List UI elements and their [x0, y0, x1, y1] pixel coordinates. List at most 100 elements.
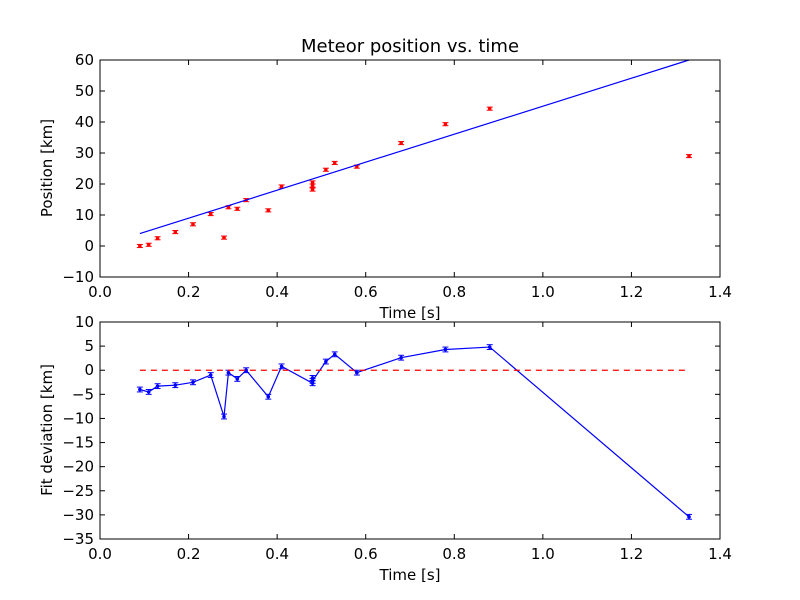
axes-frame: [99, 321, 721, 540]
point-marker: [310, 183, 315, 188]
x-tick-label: 0.2: [177, 545, 201, 563]
point-marker: [146, 390, 151, 394]
data-point: [322, 358, 329, 365]
data-point: [145, 242, 152, 247]
data-point: [145, 389, 152, 395]
y-tick-label: −25: [62, 482, 94, 500]
point-marker: [266, 394, 271, 399]
data-point: [442, 346, 449, 353]
data-point: [190, 379, 196, 386]
y-tick-label: 0: [84, 237, 94, 255]
data-point: [154, 236, 161, 241]
point-marker: [208, 373, 213, 377]
point-marker: [487, 106, 492, 111]
point-marker: [244, 368, 248, 373]
point-marker: [279, 364, 284, 369]
point-marker: [399, 141, 403, 145]
point-marker: [173, 383, 178, 387]
data-point: [221, 235, 227, 240]
point-marker: [443, 122, 448, 126]
y-tick-label: 5: [84, 337, 94, 355]
data-point: [322, 167, 329, 172]
point-marker: [279, 184, 284, 189]
deviation-chart: Time [s] Fit deviation [km] 0.0 0.2 0.4 0.6…: [38, 313, 732, 584]
y-axis-label: Fit deviation [km]: [38, 364, 56, 496]
point-marker: [222, 414, 226, 419]
data-point: [221, 413, 227, 420]
chart-title: Meteor position vs. time: [301, 36, 519, 57]
point-marker: [487, 345, 492, 349]
x-tick-label: 1.0: [531, 283, 555, 301]
y-tick-label: −10: [62, 409, 94, 427]
data-point: [309, 180, 316, 185]
y-tick-label: 0: [84, 361, 94, 379]
point-marker: [332, 161, 337, 165]
data-point: [243, 367, 250, 374]
data-point: [331, 351, 338, 358]
point-marker: [332, 352, 337, 357]
x-tick-label: 0.4: [265, 283, 289, 301]
point-marker: [191, 380, 195, 385]
y-tick-label: 40: [75, 113, 94, 131]
point-marker: [310, 180, 315, 185]
x-tick-label: 0.2: [177, 283, 201, 301]
data-point: [398, 354, 405, 361]
y-tick-label: 10: [75, 313, 94, 331]
x-axis-label: Time [s]: [379, 566, 441, 584]
y-tick-label: 50: [75, 82, 94, 100]
x-tick-label: 0.0: [88, 283, 112, 301]
data-point: [136, 386, 143, 393]
point-marker: [138, 244, 142, 248]
x-tick-label: 0.8: [442, 545, 466, 563]
y-tick-label: 60: [75, 51, 94, 69]
y-tick-label: −10: [62, 268, 94, 286]
point-marker: [138, 387, 142, 392]
point-marker: [310, 379, 315, 383]
y-tick-label: −20: [62, 458, 94, 476]
x-tick-label: 0.6: [354, 545, 378, 563]
data-point: [207, 212, 214, 217]
point-marker: [324, 167, 328, 172]
data-point: [398, 141, 405, 146]
y-tick-label: −30: [62, 506, 94, 524]
point-marker: [146, 242, 151, 247]
data-point: [686, 154, 692, 159]
x-tick-label: 1.2: [619, 545, 643, 563]
y-tick-label: −35: [62, 530, 94, 548]
data-point: [234, 206, 241, 211]
data-point: [265, 393, 272, 400]
point-marker: [208, 212, 213, 216]
position-chart: Meteor position vs. time Time [s] Positi…: [38, 36, 732, 322]
point-marker: [687, 154, 691, 158]
data-point: [154, 383, 161, 390]
x-tick-label: 0.4: [265, 545, 289, 563]
data-point: [136, 243, 143, 249]
data-point: [486, 344, 493, 350]
point-marker: [226, 370, 231, 375]
y-tick-label: 30: [75, 144, 94, 162]
fit-line: [139, 59, 690, 235]
point-marker: [355, 370, 359, 375]
data-point: [190, 222, 196, 227]
x-tick-label: 0.6: [354, 283, 378, 301]
data-point: [172, 230, 179, 235]
point-marker: [399, 355, 403, 360]
x-tick-label: 1.4: [708, 283, 732, 301]
x-tick-label: 1.4: [708, 545, 732, 563]
point-marker: [687, 515, 691, 519]
data-point: [442, 122, 449, 127]
point-marker: [310, 187, 315, 192]
point-marker: [235, 377, 240, 381]
point-marker: [324, 359, 328, 364]
point-marker: [222, 235, 226, 240]
deviation-line: [139, 346, 690, 518]
x-tick-label: 0.0: [88, 545, 112, 563]
data-point: [207, 372, 214, 378]
point-marker: [266, 208, 271, 213]
data-point: [309, 377, 316, 384]
data-point: [486, 106, 493, 111]
point-marker: [443, 347, 448, 352]
data-point: [686, 513, 692, 520]
point-marker: [235, 207, 240, 211]
